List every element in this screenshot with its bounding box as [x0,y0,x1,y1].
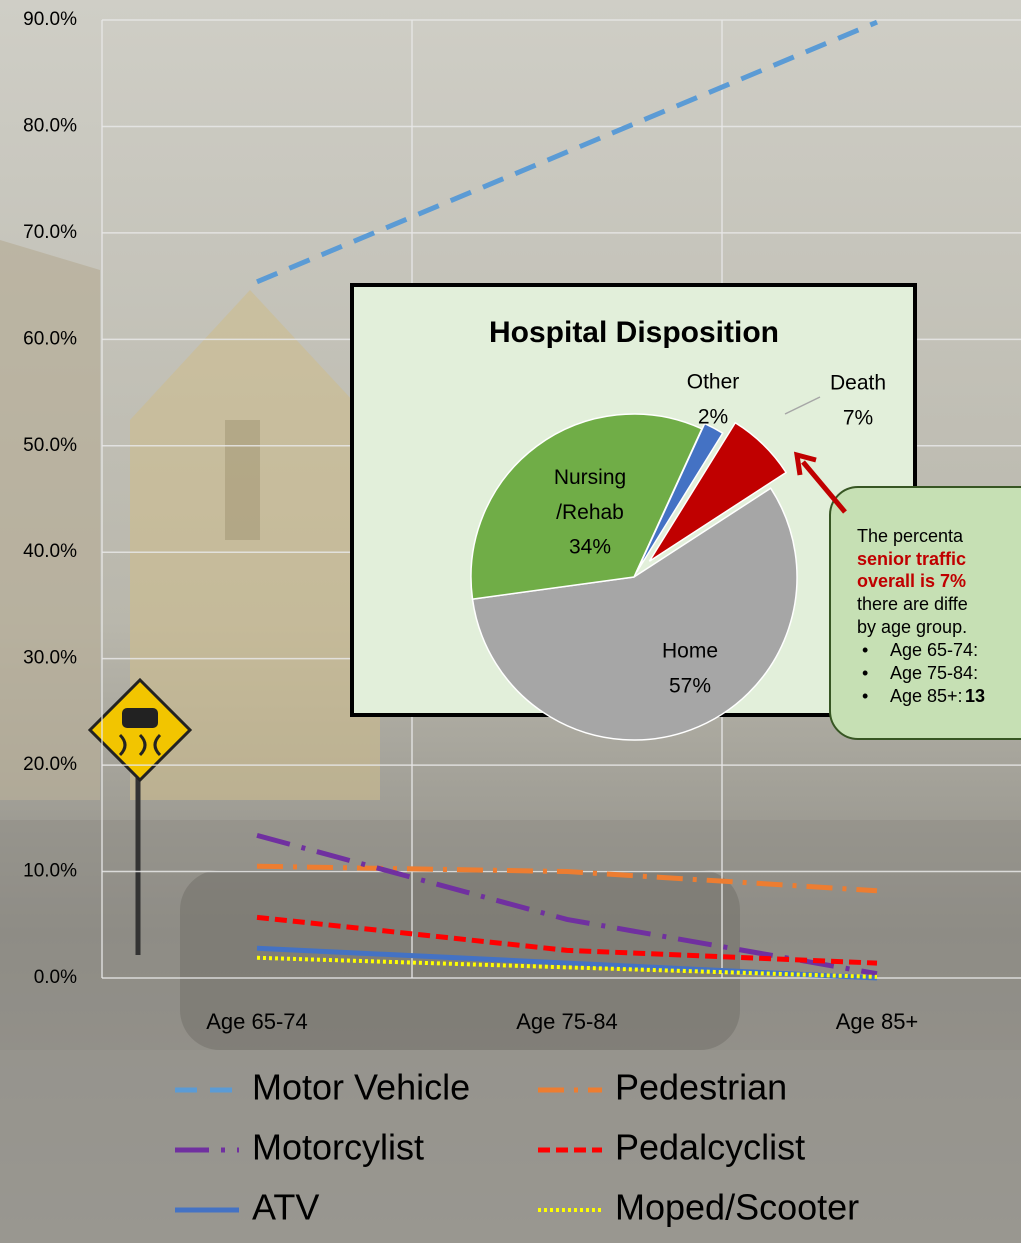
pie-title: Hospital Disposition [489,316,779,349]
y-tick-label: 30.0% [23,648,77,669]
y-tick-label: 80.0% [23,115,77,136]
legend-label: Pedalcyclist [615,1127,805,1168]
callout-line: there are diffe [857,594,968,614]
y-tick-label: 60.0% [23,328,77,349]
bullet-dot: • [862,686,868,706]
slice-value-label: 57% [669,675,711,698]
legend-label: Moped/Scooter [615,1187,859,1228]
y-tick-label: 20.0% [23,754,77,775]
callout-line: by age group. [857,617,967,637]
y-tick-label: 0.0% [34,967,77,988]
legend-label: Pedestrian [615,1067,787,1108]
callout-bullet: Age 65-74: [890,640,978,660]
chart: 0.0% 10.0% 20.0% 30.0% 40.0% 50.0% 60.0% 70.0% 8… [0,0,1021,1243]
bullet-dot: • [862,640,868,660]
callout-value: 13 [965,686,985,706]
y-tick-label: 90.0% [23,9,77,30]
slice-value-label: 7% [843,407,873,430]
y-tick-label: 70.0% [23,222,77,243]
slice-value-label: 2% [698,406,728,429]
legend-label: ATV [252,1187,319,1228]
y-tick-label: 50.0% [23,435,77,456]
x-tick-label: Age 75-84 [516,1009,618,1034]
y-tick-label: 10.0% [23,861,77,882]
callout-line: The percenta [857,526,964,546]
x-tick-label: Age 85+ [836,1009,919,1034]
callout-bullet: Age 75-84: [890,663,978,683]
y-tick-label: 40.0% [23,541,77,562]
slice-label: Home [662,640,718,663]
callout-line: senior traffic [857,549,966,569]
slice-label: Other [687,371,740,394]
x-tick-label: Age 65-74 [206,1009,308,1034]
bullet-dot: • [862,663,868,683]
slice-label: Death [830,372,886,395]
slice-value-label: 34% [569,536,611,559]
callout-line: overall is 7% [857,571,966,591]
callout-bullet: Age 85+: [890,686,963,706]
legend-label: Motorcylist [252,1127,424,1168]
legend-label: Motor Vehicle [252,1067,470,1108]
